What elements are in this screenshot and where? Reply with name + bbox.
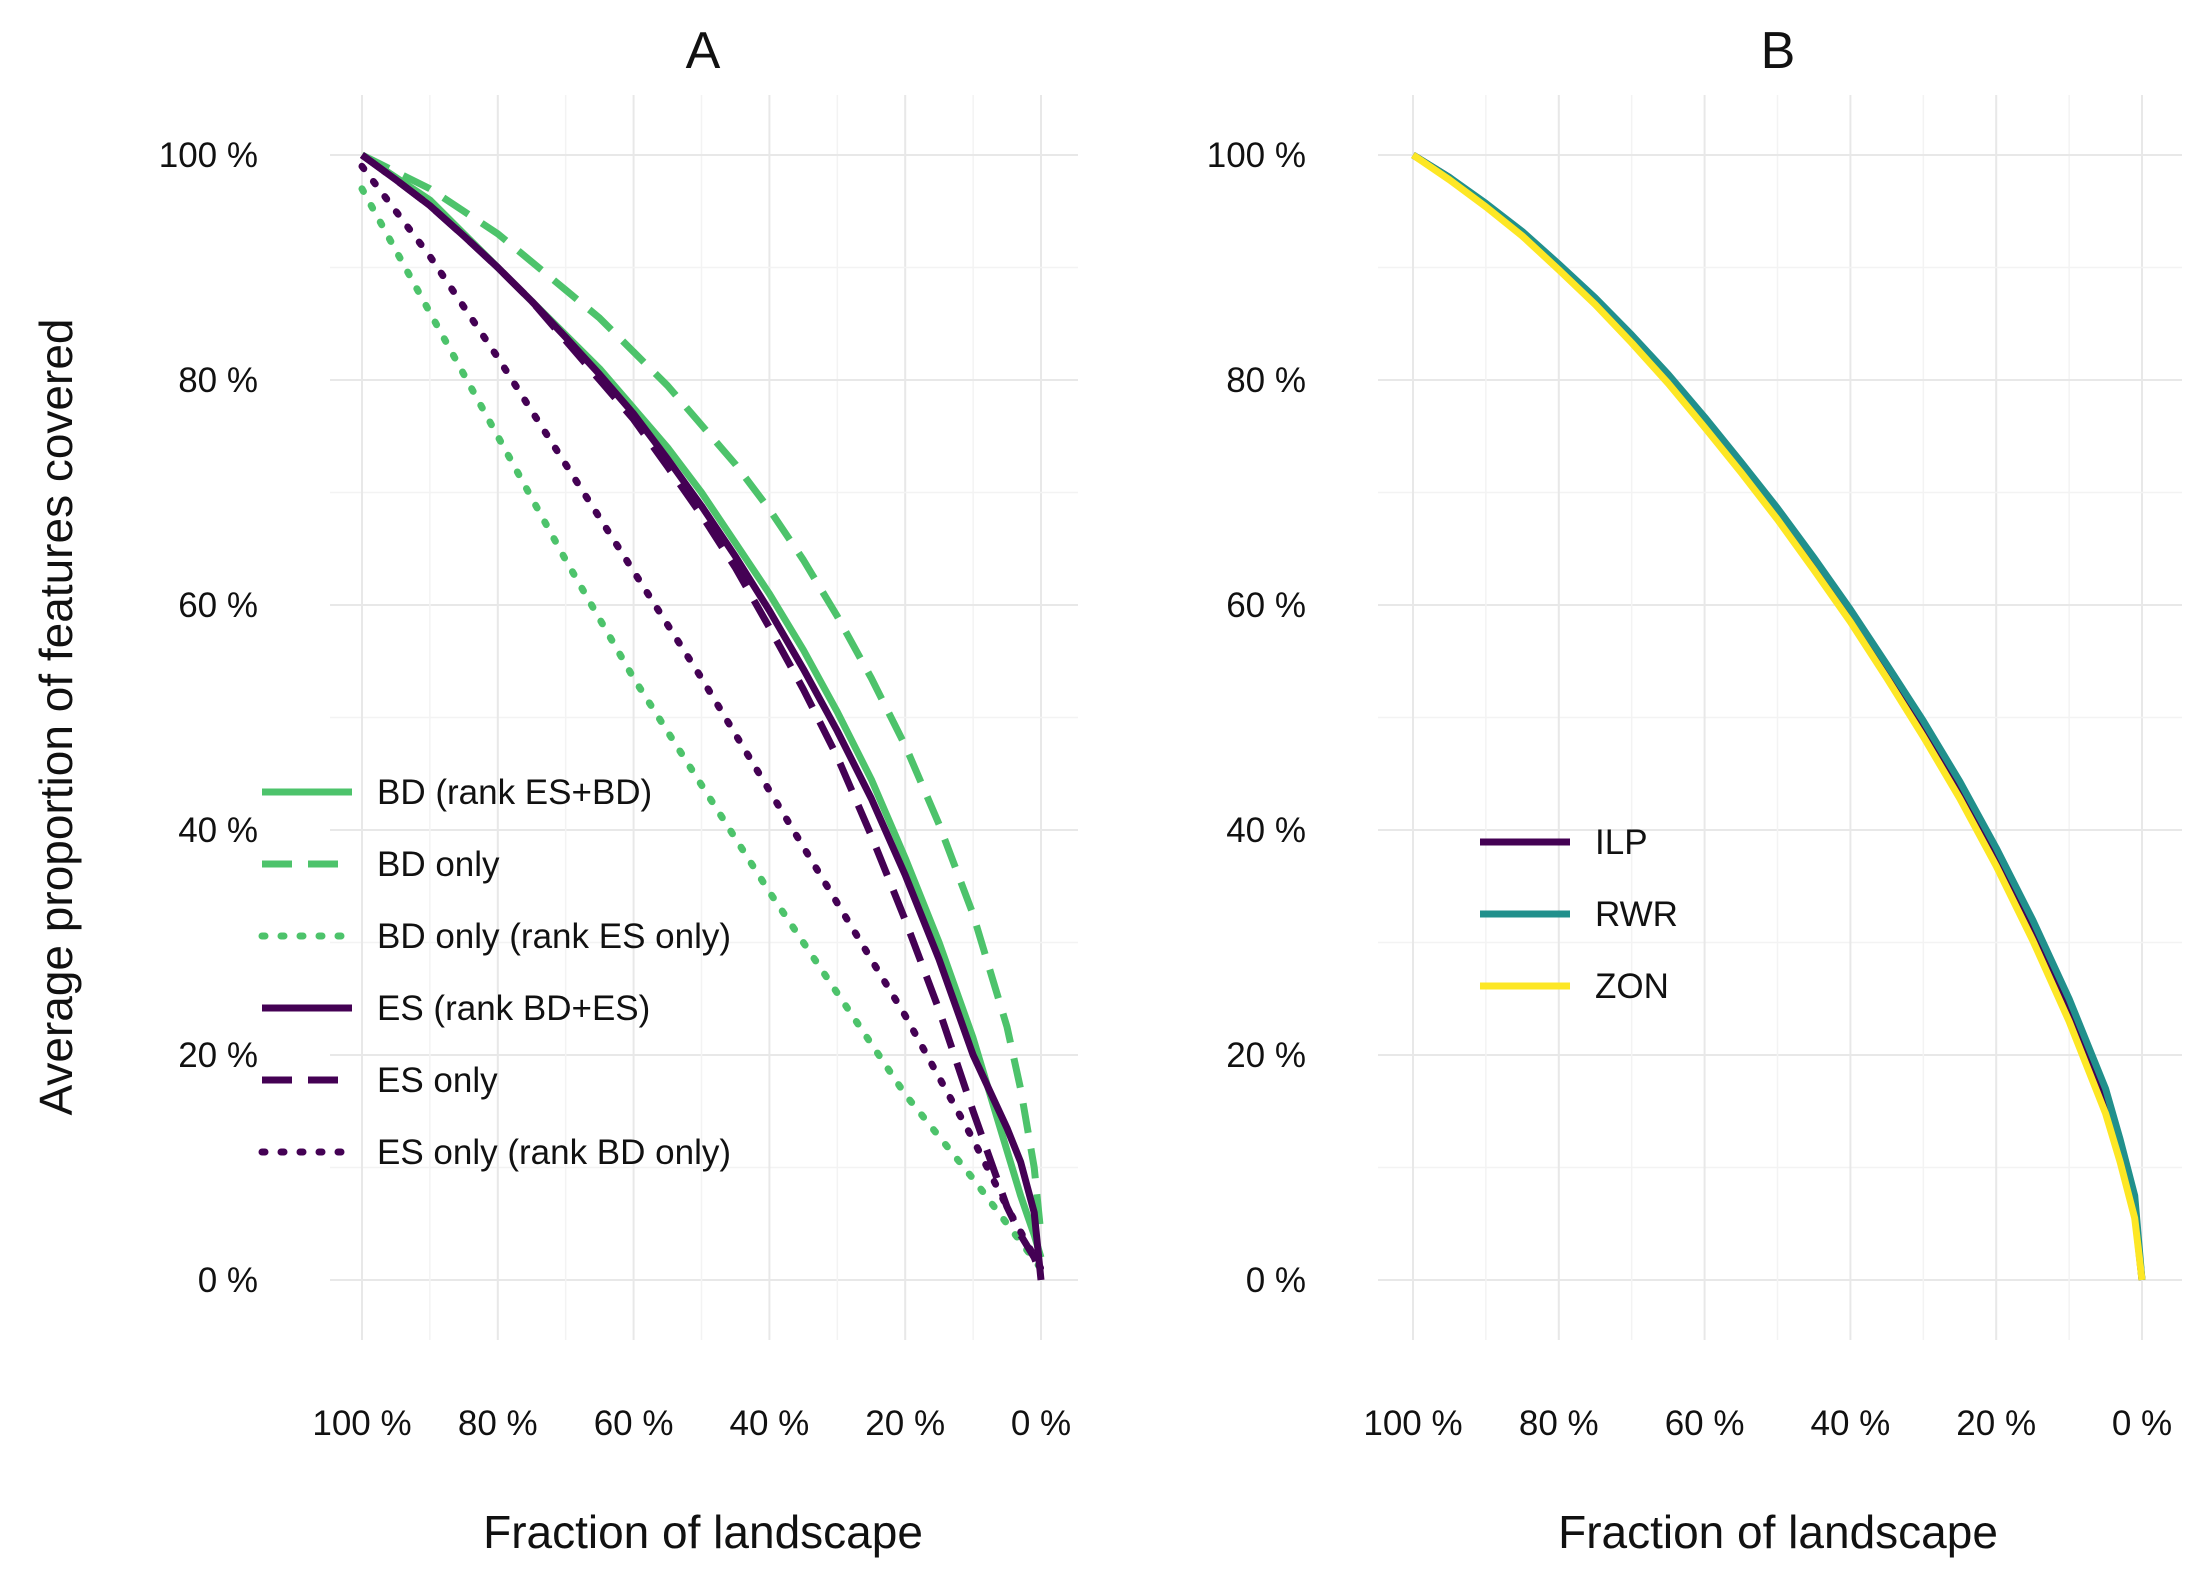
x-tick-label: 20 %	[1956, 1404, 2036, 1443]
panel-b: B 100 % 80 % 60 % 40 % 20 % 0 % 0 % 20 % 40 % 60…	[1207, 22, 2182, 1558]
x-tick-label: 40 %	[1811, 1404, 1891, 1443]
panel-b-x-tick-labels: 100 % 80 % 60 % 40 % 20 % 0 %	[1363, 1404, 2172, 1443]
legend-label: ES (rank BD+ES)	[377, 989, 650, 1028]
panel-a: A 100 % 80 % 60 % 40 % 20 % 0 % 0 % 20 % 40 % 60…	[30, 22, 1078, 1558]
x-tick-label: 20 %	[865, 1404, 945, 1443]
panel-b-legend: ILP RWR ZON	[1480, 823, 1678, 1006]
panel-b-series	[1411, 152, 2146, 1281]
x-tick-label: 60 %	[1665, 1404, 1745, 1443]
panel-b-y-tick-labels: 0 % 20 % 40 % 60 % 80 % 100 %	[1207, 136, 1306, 1300]
panel-b-x-axis-title: Fraction of landscape	[1558, 1506, 1998, 1558]
x-tick-label: 60 %	[594, 1404, 674, 1443]
series-line	[360, 151, 1045, 1236]
x-tick-label: 100 %	[1363, 1404, 1462, 1443]
panel-a-x-axis-title: Fraction of landscape	[483, 1506, 923, 1558]
series-line	[358, 162, 1045, 1273]
y-tick-label: 0 %	[1246, 1261, 1306, 1300]
y-tick-label: 100 %	[159, 136, 258, 175]
panel-a-legend: BD (rank ES+BD) BD only BD only (rank ES o…	[258, 773, 731, 1172]
legend-label: RWR	[1595, 895, 1678, 934]
panel-b-title: B	[1761, 22, 1796, 80]
y-tick-label: 0 %	[198, 1261, 258, 1300]
panel-a-y-tick-labels: 0 % 20 % 40 % 60 % 80 % 100 %	[159, 136, 258, 1300]
y-tick-label: 40 %	[1226, 811, 1306, 850]
y-tick-label: 100 %	[1207, 136, 1306, 175]
legend-label: ILP	[1595, 823, 1648, 862]
series-line	[1411, 152, 2146, 1281]
y-tick-label: 80 %	[178, 361, 258, 400]
panel-a-gridlines	[330, 95, 1078, 1340]
x-tick-label: 80 %	[1519, 1404, 1599, 1443]
series-line	[1411, 152, 2146, 1281]
legend-label: BD only (rank ES only)	[377, 917, 731, 956]
y-tick-label: 80 %	[1226, 361, 1306, 400]
legend-label: ES only	[377, 1061, 498, 1100]
legend-label: ZON	[1595, 967, 1669, 1006]
x-tick-label: 0 %	[2112, 1404, 2172, 1443]
legend-label: BD only	[377, 845, 500, 884]
panel-b-gridlines	[1378, 95, 2182, 1340]
legend-label: ES only (rank BD only)	[377, 1133, 731, 1172]
x-tick-label: 100 %	[312, 1404, 411, 1443]
panel-a-series	[358, 151, 1045, 1281]
y-tick-label: 40 %	[178, 811, 258, 850]
panel-a-x-tick-labels: 100 % 80 % 60 % 40 % 20 % 0 %	[312, 1404, 1071, 1443]
y-tick-label: 60 %	[1226, 586, 1306, 625]
y-tick-label: 60 %	[178, 586, 258, 625]
x-tick-label: 40 %	[730, 1404, 810, 1443]
x-tick-label: 0 %	[1011, 1404, 1071, 1443]
series-line	[359, 152, 1045, 1276]
y-tick-label: 20 %	[178, 1036, 258, 1075]
panel-a-y-axis-title: Average proportion of features covered	[30, 319, 82, 1116]
legend-label: BD (rank ES+BD)	[377, 773, 652, 812]
y-tick-label: 20 %	[1226, 1036, 1306, 1075]
panel-a-title: A	[686, 22, 721, 80]
x-tick-label: 80 %	[458, 1404, 538, 1443]
